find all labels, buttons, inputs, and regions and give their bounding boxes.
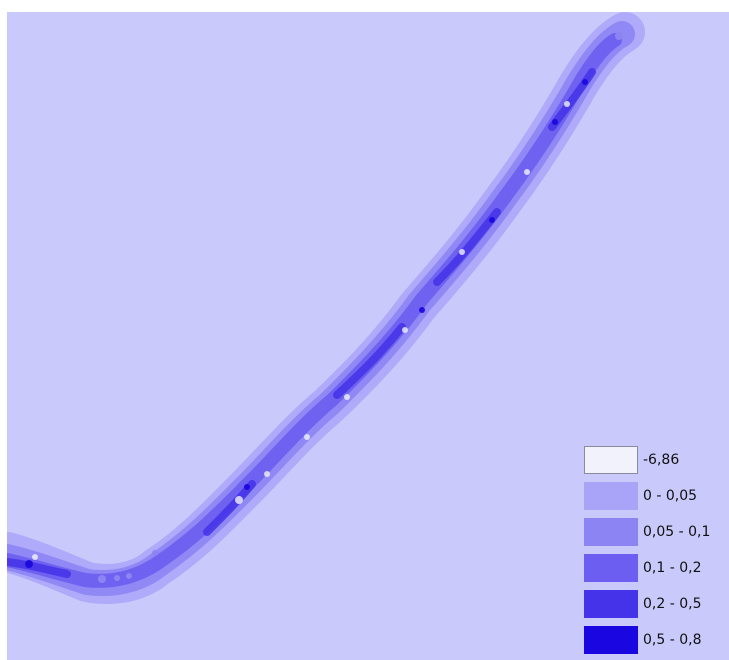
legend-label: 0,2 - 0,5 — [643, 596, 702, 612]
legend-swatch — [584, 626, 638, 654]
legend-item: 0,2 - 0,5 — [584, 586, 729, 622]
legend-item: 0 - 0,05 — [584, 478, 729, 514]
legend-swatch — [584, 482, 638, 510]
region-islets — [98, 32, 623, 583]
coastline-region — [7, 12, 645, 605]
legend-swatch — [584, 446, 638, 474]
legend-label: 0,05 - 0,1 — [643, 524, 711, 540]
region-dark-spots — [25, 79, 588, 568]
region-spots — [32, 101, 570, 560]
map-canvas[interactable]: -6,86 0 - 0,05 0,05 - 0,1 0,1 - 0,2 0,2 … — [7, 12, 729, 660]
region-band-mid — [7, 21, 635, 596]
choropleth-map[interactable] — [7, 12, 729, 660]
region-band-light — [7, 12, 645, 605]
legend-label: 0,1 - 0,2 — [643, 560, 702, 576]
region-band-inner — [7, 33, 622, 588]
legend-swatch — [584, 554, 638, 582]
legend-swatch — [584, 590, 638, 618]
legend-item: 0,05 - 0,1 — [584, 514, 729, 550]
legend-item: 0,5 - 0,8 — [584, 622, 729, 658]
region-band-core — [7, 68, 596, 578]
legend-label: 0 - 0,05 — [643, 488, 698, 504]
legend-label: -6,86 — [643, 452, 680, 468]
map-legend: -6,86 0 - 0,05 0,05 - 0,1 0,1 - 0,2 0,2 … — [584, 442, 729, 658]
legend-item: -6,86 — [584, 442, 729, 478]
legend-item: 0,1 - 0,2 — [584, 550, 729, 586]
legend-swatch — [584, 518, 638, 546]
legend-label: 0,5 - 0,8 — [643, 632, 702, 648]
